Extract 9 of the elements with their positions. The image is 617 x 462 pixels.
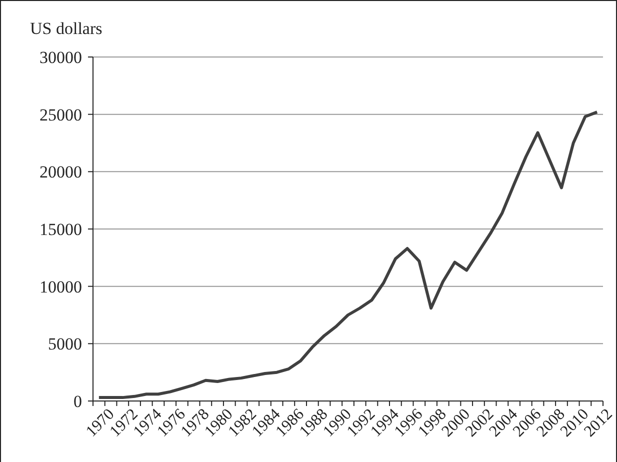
y-tick-label: 5000 [48, 334, 82, 354]
y-tick-label: 25000 [40, 105, 82, 124]
y-tick-label: 30000 [40, 48, 82, 67]
y-axis-title: US dollars [30, 19, 102, 38]
y-tick-label: 20000 [40, 162, 82, 182]
y-tick-label: 0 [74, 392, 82, 411]
line-series [97, 110, 599, 400]
y-tick-label: 15000 [40, 220, 82, 239]
y-tick-label: 10000 [40, 277, 82, 296]
